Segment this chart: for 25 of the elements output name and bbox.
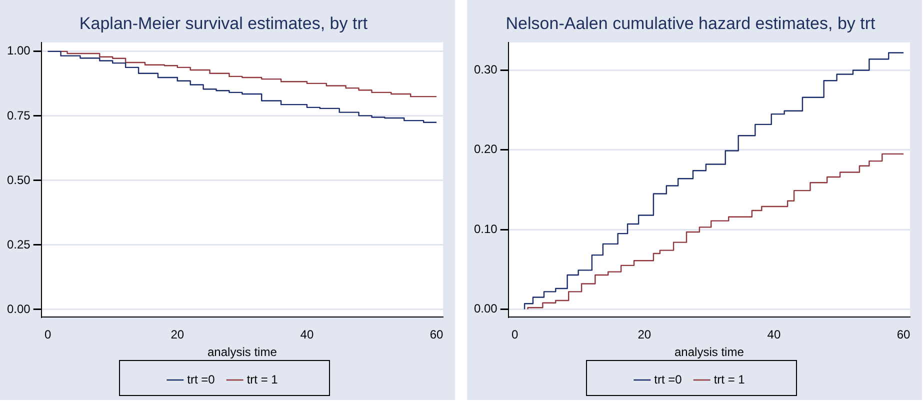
y-tick-label: 0.20 <box>474 142 498 156</box>
x-tick-label: 40 <box>767 328 781 342</box>
x-tick-label: 60 <box>896 328 911 342</box>
chart-title: Kaplan-Meier survival estimates, by trt <box>79 14 368 33</box>
x-tick-label: 40 <box>300 328 314 342</box>
x-tick-label: 20 <box>170 328 184 342</box>
y-tick-label: 0.75 <box>6 108 31 122</box>
y-tick-label: 0.30 <box>474 62 498 77</box>
y-tick-label: 0.10 <box>474 222 498 236</box>
x-axis-title: analysis time <box>674 345 744 360</box>
x-tick-label: 0 <box>44 328 52 342</box>
y-tick-label: 0.25 <box>6 237 31 252</box>
y-tick-label: 0.50 <box>6 172 31 187</box>
x-tick-label: 60 <box>430 328 444 342</box>
y-tick-label: 0.00 <box>6 302 31 316</box>
x-tick-label: 0 <box>511 328 518 342</box>
x-axis-title: analysis time <box>208 345 278 360</box>
legend-label: trt = 1 <box>246 372 278 386</box>
legend-label: trt =0 <box>187 372 216 386</box>
y-tick-label: 1.00 <box>6 44 31 58</box>
x-tick-label: 20 <box>638 328 652 342</box>
chart-title: Nelson-Aalen cumulative hazard estimates, by trt <box>506 14 876 33</box>
y-tick-label: 0.00 <box>474 302 498 316</box>
legend-label: trt =0 <box>654 372 682 386</box>
legend-label: trt = 1 <box>714 372 746 386</box>
